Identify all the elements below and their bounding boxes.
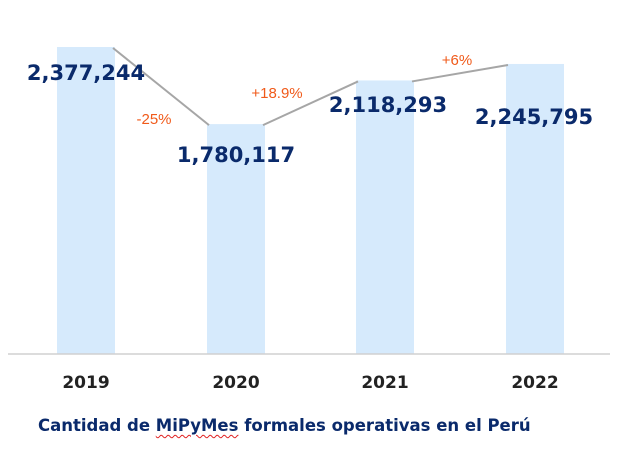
chart-title-part-1: Cantidad de [38, 416, 156, 435]
x-tick-label-2019: 2019 [62, 373, 109, 393]
trend-segment-3 [411, 63, 509, 83]
chart-title-part-2: MiPyMes [155, 416, 239, 435]
chart-title-part-3: formales operativas en el Perú [238, 416, 531, 435]
change-label-3: +6% [442, 52, 472, 69]
change-label-1: -25% [136, 111, 171, 128]
value-label-2020: 1,780,117 [177, 143, 295, 167]
x-tick-label-2020: 2020 [212, 373, 259, 393]
trend-line-group [112, 47, 509, 127]
x-tick-label-2021: 2021 [361, 373, 408, 393]
bar-2022 [506, 63, 564, 355]
bar-2019 [57, 47, 115, 354]
trend-segment-1 [112, 47, 210, 126]
value-label-2019: 2,377,244 [27, 61, 145, 85]
chart-title: Cantidad de MiPyMes formales operativas … [38, 416, 531, 435]
bars-group [57, 47, 564, 355]
value-label-2022: 2,245,795 [475, 105, 593, 129]
change-labels-group: -25% +18.9% +6% [136, 52, 472, 128]
chart: 2,377,244 1,780,117 2,118,293 2,245,795 -25… [8, 47, 610, 393]
value-label-2021: 2,118,293 [329, 93, 447, 117]
x-tick-label-2022: 2022 [511, 373, 558, 393]
x-tick-labels-group: 2019 2020 2021 2022 [62, 373, 558, 393]
change-label-2: +18.9% [251, 85, 302, 102]
trend-segment-2 [262, 80, 359, 127]
value-labels-group: 2,377,244 1,780,117 2,118,293 2,245,795 [27, 61, 593, 167]
bar-2020 [207, 124, 265, 354]
bar-2021 [356, 80, 414, 355]
